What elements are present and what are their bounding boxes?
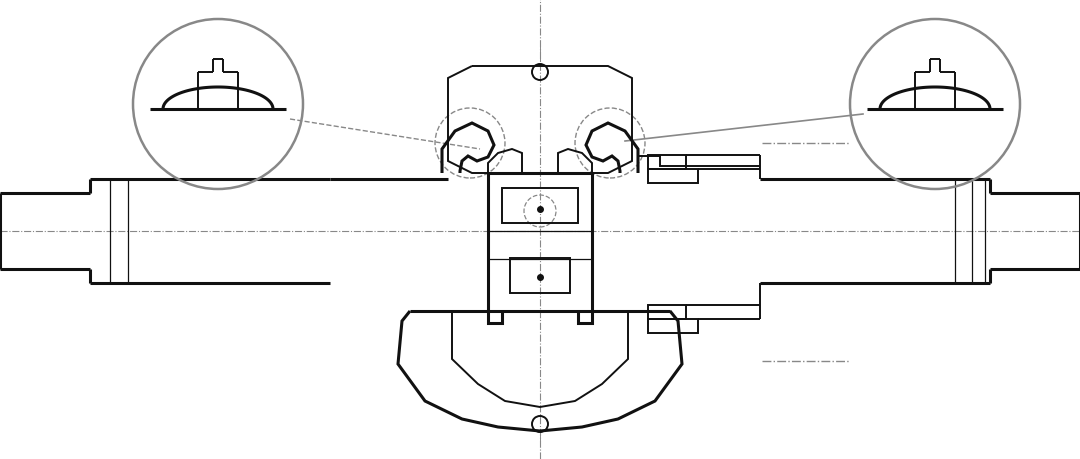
Bar	[648, 170, 698, 184]
Bar	[648, 319, 698, 333]
Bar	[648, 305, 686, 319]
Bar	[502, 189, 578, 224]
Bar	[510, 258, 570, 293]
Bar	[488, 174, 592, 311]
Bar	[648, 156, 686, 170]
